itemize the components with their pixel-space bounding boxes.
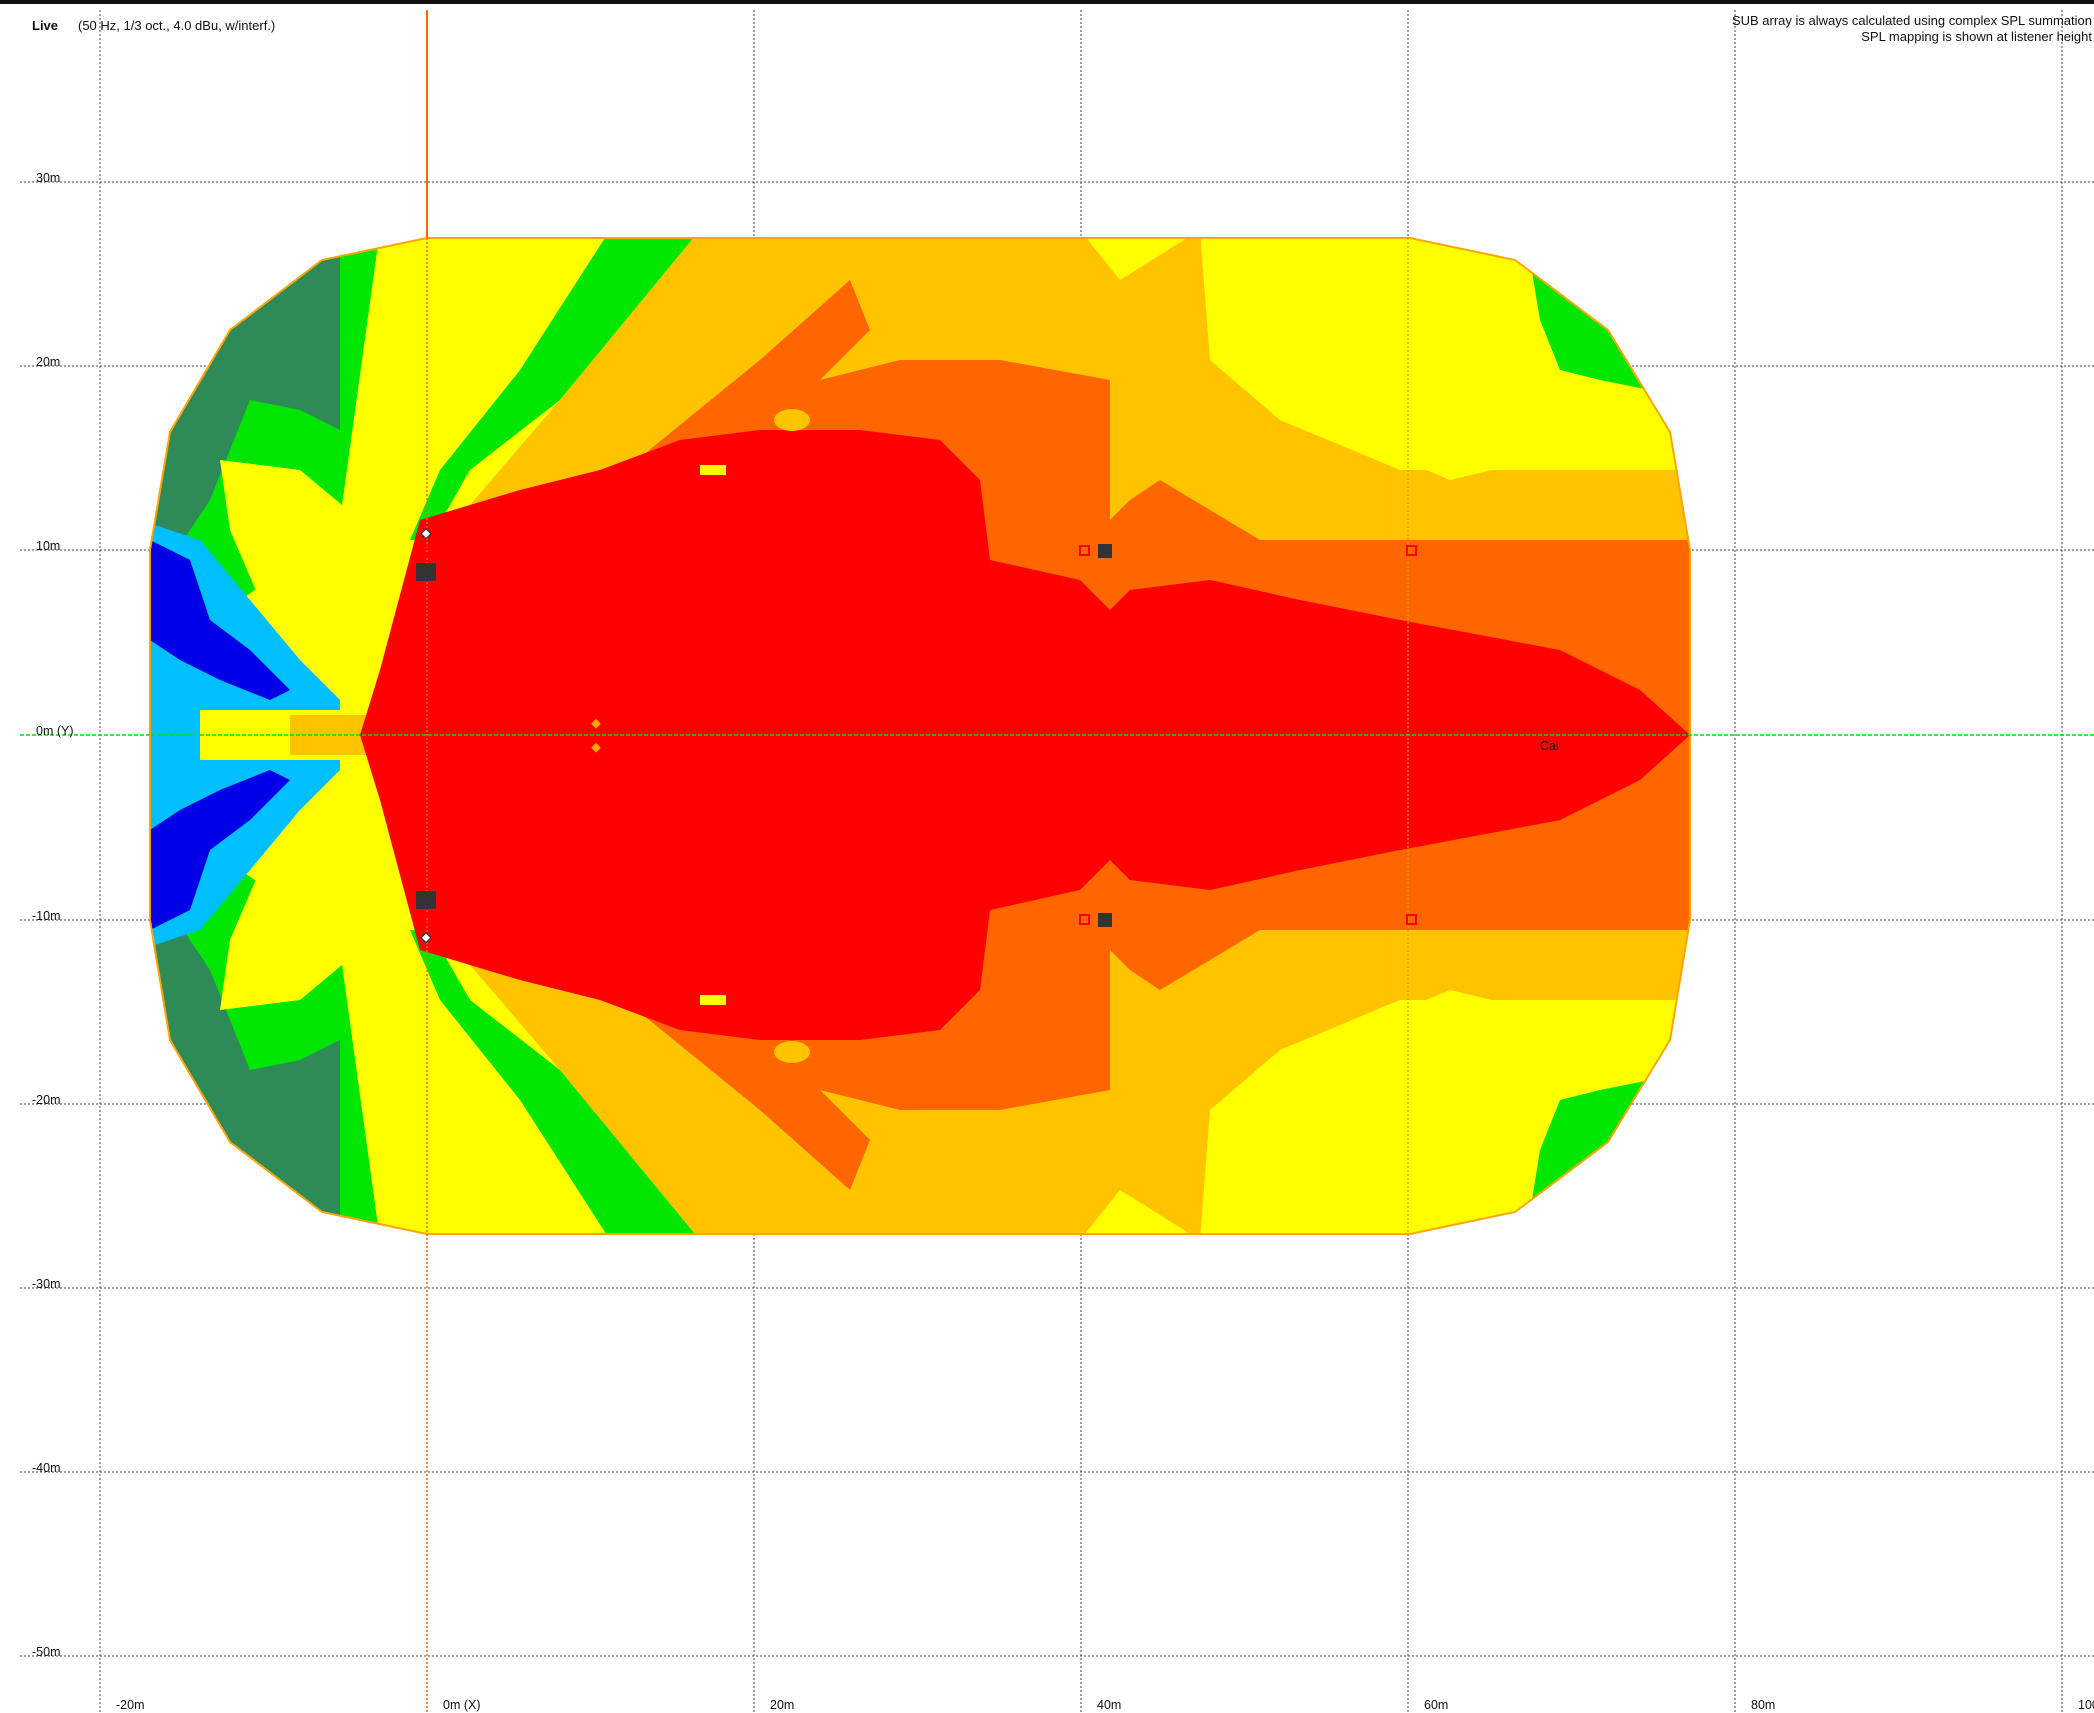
speaker-block-top-left[interactable] <box>416 563 436 581</box>
x-tick-40m: 40m <box>1097 1698 1121 1712</box>
spot-amber-top <box>774 409 810 431</box>
settings-label: (50 Hz, 1/3 oct., 4.0 dBu, w/interf.) <box>78 18 275 33</box>
source-marker-60-bottom[interactable] <box>1406 914 1417 925</box>
zone-green-beam-top <box>410 238 700 540</box>
diamond-top <box>591 718 601 729</box>
spot-yellow-bottom <box>700 995 726 1005</box>
source-marker-0-bottom[interactable] <box>423 914 434 925</box>
x-tick-0m: 0m (X) <box>443 1698 481 1712</box>
speaker-block-bottom-left[interactable] <box>416 891 436 909</box>
y-tick-neg30m: -30m <box>32 1277 60 1291</box>
diamond-bottom <box>591 742 601 753</box>
note-complex-spl: SUB array is always calculated using com… <box>1732 13 2092 28</box>
source-markers[interactable] <box>423 545 1417 925</box>
y-tick-30m: 30m <box>36 171 60 185</box>
zone-yellow-left-lobe-bottom <box>220 830 400 1010</box>
x-tick-20m: 20m <box>770 1698 794 1712</box>
source-marker-60-top[interactable] <box>1406 545 1417 556</box>
y-tick-0m: 0m (Y) <box>36 724 74 738</box>
mode-label: Live <box>32 18 58 33</box>
y-tick-neg20m: -20m <box>32 1093 60 1107</box>
top-border <box>0 0 2094 4</box>
speaker-top-40m[interactable] <box>1098 544 1112 558</box>
note-listener-height: SPL mapping is shown at listener height <box>1861 29 2092 44</box>
x-tick-neg20m: -20m <box>116 1698 144 1712</box>
speaker-bottom-40m[interactable] <box>1098 913 1112 927</box>
x-tick-60m: 60m <box>1424 1698 1448 1712</box>
y-tick-neg10m: -10m <box>32 909 60 923</box>
cal-marker-label[interactable]: Cal <box>1540 739 1559 753</box>
zone-green-beam-bottom <box>410 930 700 1234</box>
speakers[interactable] <box>416 527 1112 944</box>
y-tick-20m: 20m <box>36 355 60 369</box>
source-marker-40-top[interactable] <box>1079 545 1090 556</box>
spot-yellow-top <box>700 465 726 475</box>
source-marker-0-top[interactable] <box>423 545 434 556</box>
spot-amber-bottom <box>774 1041 810 1063</box>
zone-blue-left-top <box>150 540 290 700</box>
y-tick-10m: 10m <box>36 539 60 553</box>
mic-top-left[interactable] <box>420 527 432 540</box>
zone-yellow-left-lobe-top <box>220 460 400 640</box>
mic-bottom-left[interactable] <box>420 931 432 944</box>
x-tick-100m: 100m <box>2078 1698 2094 1712</box>
x-axis-labels: -20m 0m (X) 20m 40m 60m 80m 100m <box>116 1698 2094 1712</box>
y-tick-neg50m: -50m <box>32 1645 60 1659</box>
x-tick-80m: 80m <box>1751 1698 1775 1712</box>
diamond-markers <box>591 718 601 753</box>
zone-blue-left-bottom <box>150 770 290 930</box>
y-axis-labels: 30m 20m 10m 0m (Y) -10m -20m -30m -40m -… <box>32 171 74 1659</box>
venue-outline <box>149 237 1691 1235</box>
y-tick-neg40m: -40m <box>32 1461 60 1475</box>
source-marker-40-bottom[interactable] <box>1079 914 1090 925</box>
